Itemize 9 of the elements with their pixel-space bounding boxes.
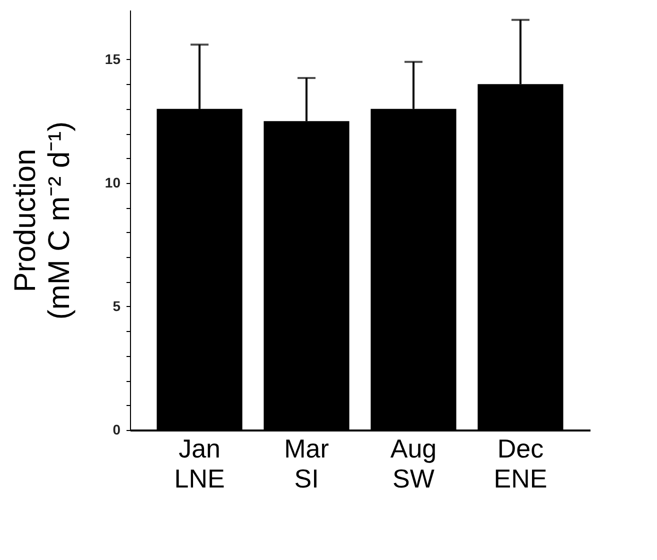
x-tick-label: Jan LNE bbox=[174, 434, 225, 494]
x-tick-label: Aug SW bbox=[390, 434, 437, 494]
y-tick-label: 5 bbox=[112, 298, 121, 314]
y-tick-label: 0 bbox=[112, 422, 121, 438]
x-tick-label: Mar SI bbox=[284, 434, 330, 494]
y-axis-title: Production (mM C m⁻² d⁻¹) bbox=[8, 121, 76, 320]
y-tick-label: 10 bbox=[104, 174, 121, 190]
x-tick-label: Dec ENE bbox=[494, 434, 548, 494]
y-tick-label: 15 bbox=[104, 50, 121, 67]
